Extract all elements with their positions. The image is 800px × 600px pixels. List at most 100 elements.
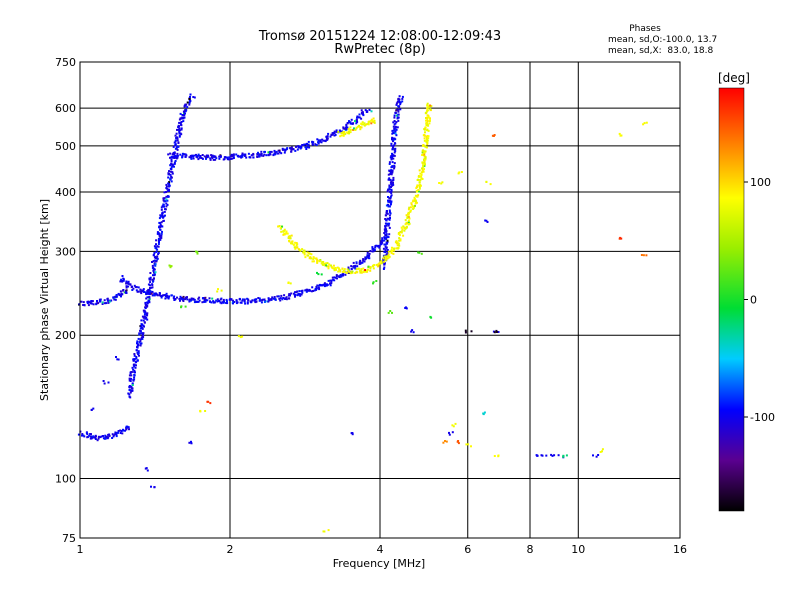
- echo-point: [484, 219, 487, 222]
- echo-point: [388, 199, 391, 202]
- echo-point: [424, 163, 426, 166]
- echo-point: [354, 267, 357, 270]
- echo-point: [334, 133, 337, 136]
- echo-point: [167, 172, 170, 175]
- echo-point: [165, 183, 168, 186]
- echo-point: [413, 198, 416, 200]
- echo-point: [279, 297, 282, 300]
- echo-point: [357, 116, 360, 119]
- echo-point: [204, 299, 207, 301]
- echo-point: [168, 295, 171, 298]
- echo-point: [364, 270, 367, 273]
- echo-point: [399, 239, 402, 242]
- echo-point: [335, 268, 337, 271]
- echo-point: [141, 335, 144, 338]
- echo-point: [136, 351, 139, 354]
- echo-point: [207, 154, 210, 157]
- echo-point: [426, 143, 429, 146]
- echo-point: [134, 366, 137, 369]
- echo-point: [551, 454, 554, 457]
- echo-point: [386, 249, 389, 251]
- echo-point: [415, 201, 418, 204]
- echo-point: [298, 293, 301, 296]
- echo-point: [296, 290, 299, 293]
- echo-point: [389, 310, 392, 312]
- echo-point: [396, 244, 399, 247]
- echo-point: [145, 297, 148, 300]
- echo-point: [212, 158, 215, 161]
- echo-point: [387, 311, 390, 314]
- echo-point: [493, 134, 496, 136]
- echo-point: [416, 184, 419, 187]
- echo-point: [383, 260, 386, 263]
- echo-point: [153, 271, 155, 274]
- echo-point: [158, 232, 161, 235]
- echo-point: [168, 170, 170, 173]
- echo-point: [553, 454, 556, 457]
- echo-point: [398, 95, 401, 98]
- echo-point: [377, 264, 380, 267]
- echo-point: [156, 257, 159, 260]
- echo-point: [440, 182, 443, 185]
- echo-point: [144, 467, 147, 470]
- echo-point: [355, 122, 358, 125]
- echo-point: [342, 127, 345, 130]
- echo-point: [135, 286, 138, 289]
- echo-point: [146, 292, 149, 295]
- echo-point: [161, 225, 164, 228]
- echo-point: [386, 235, 389, 238]
- echo-point: [261, 299, 264, 302]
- echo-point: [117, 292, 120, 295]
- echo-point: [372, 281, 375, 284]
- echo-point: [310, 290, 313, 293]
- echo-point: [214, 155, 217, 158]
- echo-point: [151, 278, 154, 281]
- echo-point: [642, 254, 645, 257]
- echo-point: [216, 298, 219, 301]
- echo-point: [204, 300, 207, 303]
- echo-point: [389, 171, 392, 174]
- echo-point: [325, 264, 328, 267]
- echo-point: [174, 140, 177, 143]
- echo-point: [181, 152, 184, 155]
- echo-point: [310, 253, 313, 256]
- echo-point: [111, 433, 114, 436]
- echo-point: [178, 130, 181, 133]
- echo-point: [237, 335, 240, 338]
- echo-point: [340, 131, 343, 134]
- echo-point: [296, 148, 299, 151]
- echo-point: [280, 294, 283, 297]
- echo-point: [597, 454, 600, 456]
- echo-point: [112, 435, 115, 438]
- echo-point: [196, 156, 199, 159]
- echo-point: [397, 108, 400, 111]
- echo-point: [92, 407, 95, 410]
- echo-point: [152, 269, 155, 272]
- echo-point: [317, 286, 320, 289]
- echo-point: [311, 260, 314, 263]
- echo-point: [493, 331, 496, 334]
- echo-point: [424, 145, 427, 148]
- echo-point: [186, 298, 189, 301]
- echo-point: [165, 295, 167, 298]
- echo-point: [643, 122, 646, 125]
- echo-point: [323, 283, 326, 286]
- echo-point: [452, 425, 455, 428]
- y-tick-label: 600: [55, 102, 76, 115]
- echo-point: [218, 155, 221, 158]
- echo-point: [117, 430, 120, 432]
- echo-point: [383, 243, 386, 246]
- echo-point: [290, 242, 292, 245]
- echo-point: [389, 212, 392, 215]
- echo-point: [354, 264, 357, 267]
- echo-point: [143, 321, 146, 324]
- y-axis-label: Stationary phase Virtual Height [km]: [38, 199, 51, 401]
- echo-point: [393, 137, 396, 140]
- echo-point: [392, 249, 395, 252]
- echo-point: [343, 268, 346, 271]
- echo-point: [121, 432, 124, 435]
- echo-point: [210, 301, 213, 304]
- echo-point: [395, 134, 398, 137]
- echo-point: [181, 298, 184, 301]
